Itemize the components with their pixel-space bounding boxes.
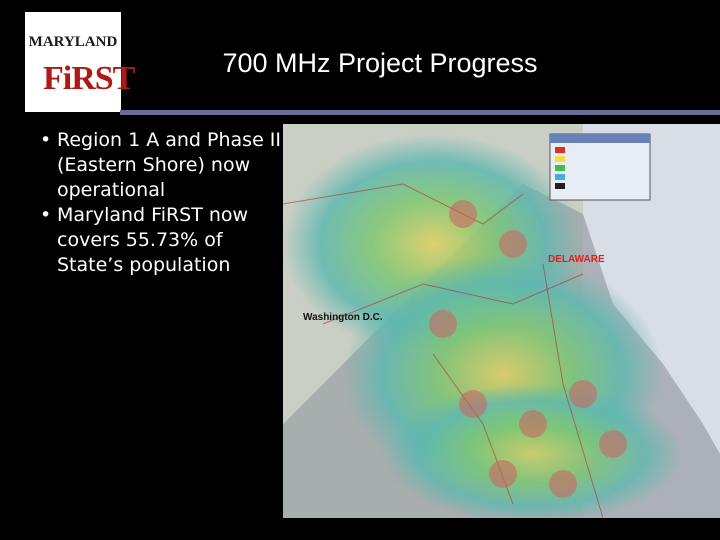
logo: MARYLAND FiRST	[25, 12, 135, 112]
map-legend	[549, 133, 651, 201]
title-rule	[120, 110, 720, 115]
logo-brand: FiRST	[43, 60, 135, 97]
bullet-list: Region 1 A and Phase II (Eastern Shore) …	[32, 128, 282, 278]
map-label: Washington D.C.	[303, 312, 383, 323]
map-label: DELAWARE	[548, 254, 605, 265]
slide-title: 700 MHz Project Progress	[222, 48, 538, 78]
bullet: Maryland FiRST now covers 55.73% of Stat…	[32, 203, 282, 278]
logo-name: MARYLAND	[28, 34, 118, 50]
bullet: Region 1 A and Phase II (Eastern Shore) …	[32, 128, 282, 203]
coverage-map: DELAWARE Washington D.C.	[283, 124, 720, 518]
